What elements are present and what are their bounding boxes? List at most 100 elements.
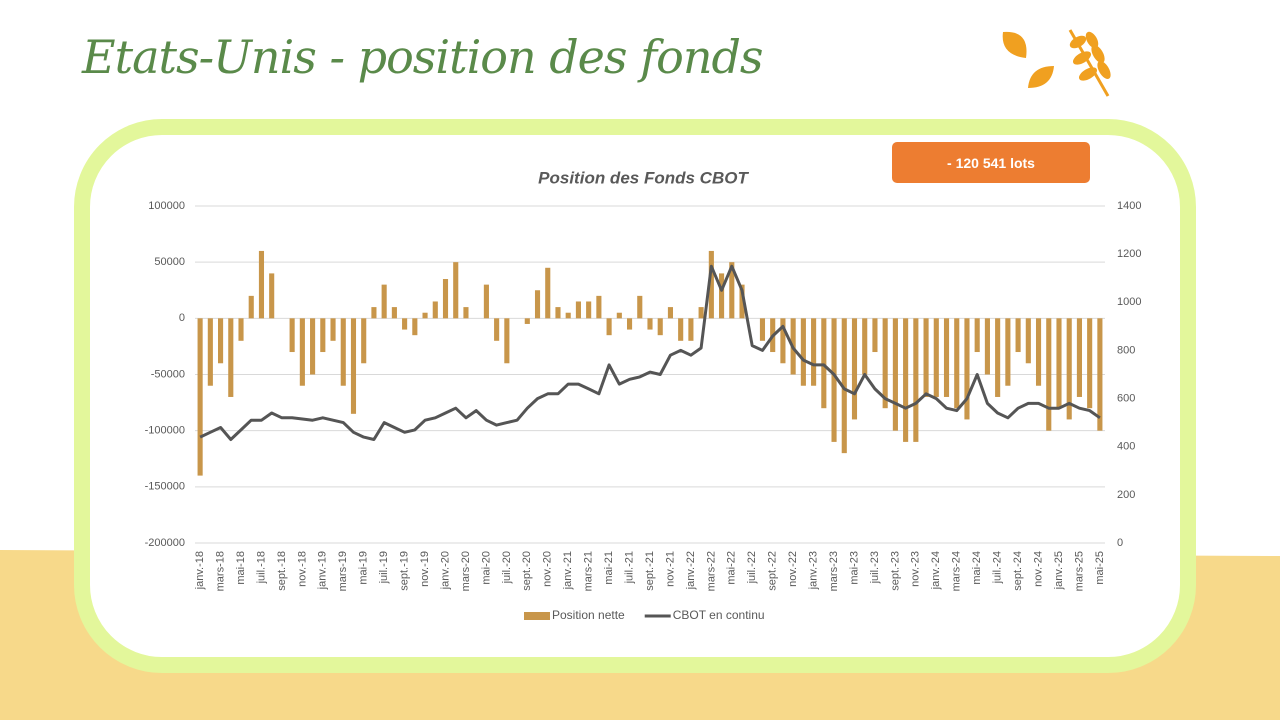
x-tick-label: janv.-18 <box>194 551 206 590</box>
bar <box>432 301 438 319</box>
x-tick-label: mars-24 <box>951 551 963 591</box>
bar <box>678 318 684 341</box>
bar <box>719 273 725 319</box>
x-tick-label: mai-20 <box>480 551 492 585</box>
y2-tick-label: 400 <box>1117 441 1135 453</box>
bar <box>606 318 612 336</box>
bar <box>821 318 827 409</box>
bar <box>483 284 489 319</box>
x-tick-label: sept.-20 <box>521 551 533 591</box>
x-tick-label: mars-25 <box>1073 551 1085 591</box>
bar <box>1087 318 1093 409</box>
bar <box>1025 318 1031 364</box>
bar <box>872 318 878 353</box>
y2-tick-label: 1400 <box>1117 200 1141 212</box>
bar <box>258 250 265 319</box>
bar <box>739 284 745 319</box>
bar <box>647 318 653 330</box>
bar <box>811 318 817 386</box>
bar <box>310 318 316 375</box>
legend-label: Position nette <box>552 608 625 622</box>
x-tick-label: janv.-19 <box>317 551 329 590</box>
bar <box>371 307 377 319</box>
bar <box>442 279 449 319</box>
x-tick-label: mars-23 <box>828 551 840 591</box>
x-tick-label: mars-20 <box>460 551 472 591</box>
bar <box>637 295 643 319</box>
x-tick-label: mai-21 <box>603 551 615 585</box>
bar <box>197 318 203 476</box>
bar <box>320 318 326 353</box>
x-tick-label: sept.-24 <box>1012 551 1024 591</box>
x-tick-label: mai-24 <box>971 551 983 585</box>
bar <box>954 318 960 409</box>
y-tick-label: -150000 <box>145 481 185 493</box>
x-tick-label: janv.-22 <box>685 551 697 590</box>
bar <box>1076 318 1082 397</box>
y2-tick-label: 1200 <box>1117 248 1141 260</box>
bar <box>350 318 357 414</box>
x-tick-label: juil.-21 <box>623 551 635 584</box>
bar <box>586 301 592 319</box>
bar <box>494 318 500 341</box>
bar <box>402 318 408 330</box>
y-tick-label: 0 <box>179 312 185 324</box>
x-tick-label: mars-21 <box>583 551 595 591</box>
bar <box>596 295 602 319</box>
bar <box>248 295 254 319</box>
legend-swatch <box>524 612 550 620</box>
bar <box>534 290 541 319</box>
bar <box>289 318 295 353</box>
x-tick-label: juil.-22 <box>746 551 758 584</box>
bar <box>995 318 1001 397</box>
bar <box>688 318 694 341</box>
x-tick-label: nov.-22 <box>787 551 799 587</box>
bar <box>412 318 418 336</box>
y-tick-label: -200000 <box>145 537 185 549</box>
bar <box>422 312 428 319</box>
y-tick-label: -50000 <box>151 368 185 380</box>
bar <box>862 318 868 375</box>
x-tick-label: juil.-19 <box>378 551 390 584</box>
x-tick-label: janv.-21 <box>562 551 574 590</box>
x-tick-label: mai-19 <box>358 551 370 585</box>
bar <box>228 318 234 397</box>
page-title: Etats-Unis - position des fonds <box>82 30 764 84</box>
x-tick-label: mai-25 <box>1094 551 1106 585</box>
bar <box>207 318 213 386</box>
bar <box>882 318 888 409</box>
x-tick-label: nov.-21 <box>664 551 676 587</box>
bar <box>391 307 397 319</box>
bar <box>780 318 786 364</box>
x-tick-label: juil.-24 <box>992 551 1004 584</box>
bar <box>340 318 346 386</box>
bar <box>1056 318 1062 409</box>
bar <box>218 318 224 364</box>
bar <box>1066 318 1072 420</box>
x-tick-label: janv.-24 <box>930 551 942 590</box>
x-tick-label: juil.-23 <box>869 551 881 584</box>
bar <box>626 318 633 330</box>
y2-tick-label: 200 <box>1117 489 1135 501</box>
x-tick-label: mai-23 <box>848 551 860 585</box>
bar <box>575 301 581 319</box>
leaf-icon <box>1002 29 1111 97</box>
frame <box>74 119 1196 673</box>
bar <box>524 318 530 324</box>
bar <box>800 318 806 386</box>
x-tick-label: sept.-22 <box>767 551 779 591</box>
line <box>199 264 1101 441</box>
bar <box>841 318 847 454</box>
x-tick-label: sept.-21 <box>644 551 656 591</box>
x-tick-label: mai-18 <box>235 551 247 585</box>
x-tick-label: nov.-19 <box>419 551 431 587</box>
x-tick-label: sept.-19 <box>399 551 411 591</box>
bar <box>903 318 909 442</box>
x-tick-label: juil.-18 <box>255 551 267 584</box>
x-tick-label: nov.-23 <box>910 551 922 587</box>
bar <box>913 318 919 442</box>
bar <box>729 262 735 319</box>
bar <box>616 312 622 319</box>
